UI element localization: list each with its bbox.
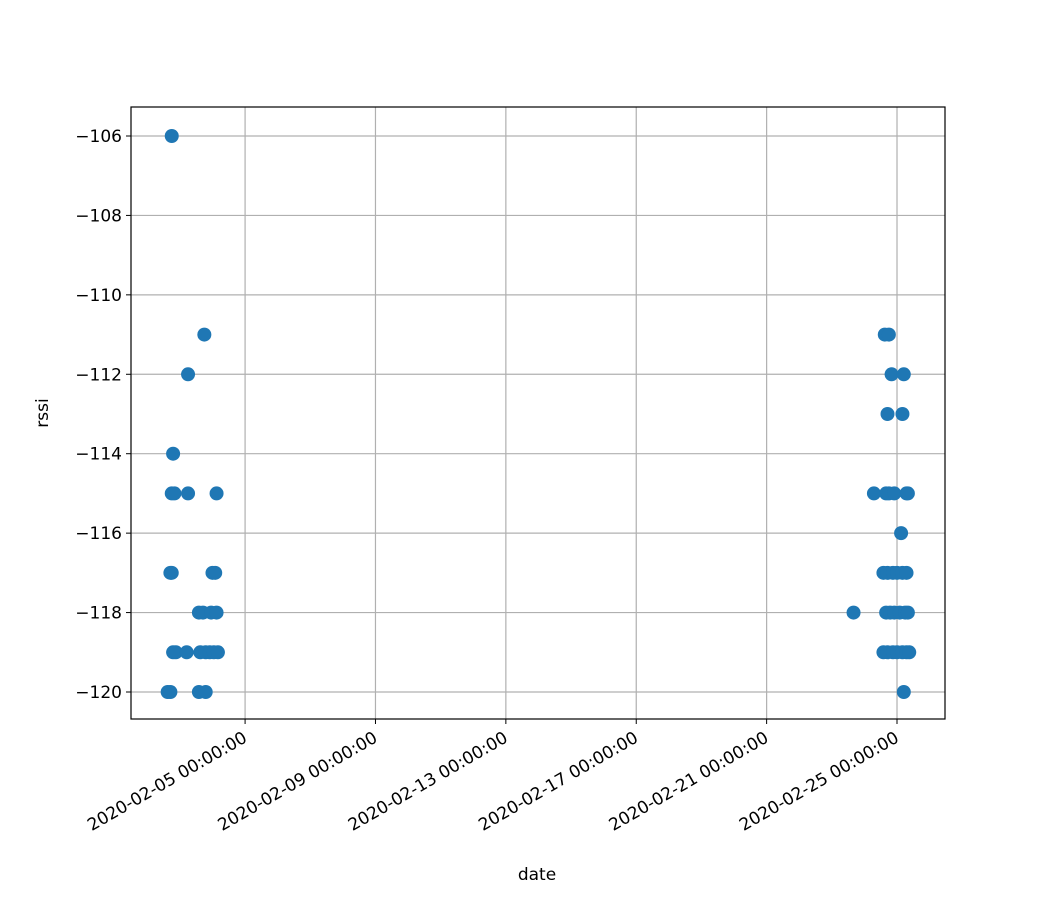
y-tick-label: −120 xyxy=(75,683,122,703)
y-tick-label: −108 xyxy=(75,206,122,226)
point xyxy=(167,486,182,501)
point xyxy=(899,565,914,580)
point xyxy=(166,446,181,461)
point xyxy=(164,128,179,143)
point xyxy=(902,645,917,660)
point xyxy=(896,367,911,382)
point xyxy=(164,565,179,580)
point xyxy=(179,645,194,660)
point xyxy=(900,605,915,620)
y-tick-label: −110 xyxy=(75,286,122,306)
point xyxy=(894,526,909,541)
y-axis-label: rssi xyxy=(33,398,53,427)
point xyxy=(209,605,224,620)
point xyxy=(181,486,196,501)
point xyxy=(181,367,196,382)
point xyxy=(168,645,183,660)
point xyxy=(896,684,911,699)
point xyxy=(209,486,224,501)
point xyxy=(887,486,902,501)
y-tick-label: −116 xyxy=(75,524,122,544)
y-tick-label: −114 xyxy=(75,445,122,465)
y-tick-label: −106 xyxy=(75,127,122,147)
x-axis-label: date xyxy=(518,865,556,885)
point xyxy=(900,486,915,501)
point xyxy=(866,486,881,501)
point xyxy=(163,684,178,699)
point xyxy=(197,327,212,342)
y-tick-label: −112 xyxy=(75,365,122,385)
point xyxy=(210,645,225,660)
y-tick-label: −118 xyxy=(75,604,122,624)
point xyxy=(880,406,895,421)
point xyxy=(208,565,223,580)
point xyxy=(881,327,896,342)
plot-frame xyxy=(130,106,946,720)
point xyxy=(198,684,213,699)
point xyxy=(884,367,899,382)
point xyxy=(846,605,861,620)
point xyxy=(895,406,910,421)
